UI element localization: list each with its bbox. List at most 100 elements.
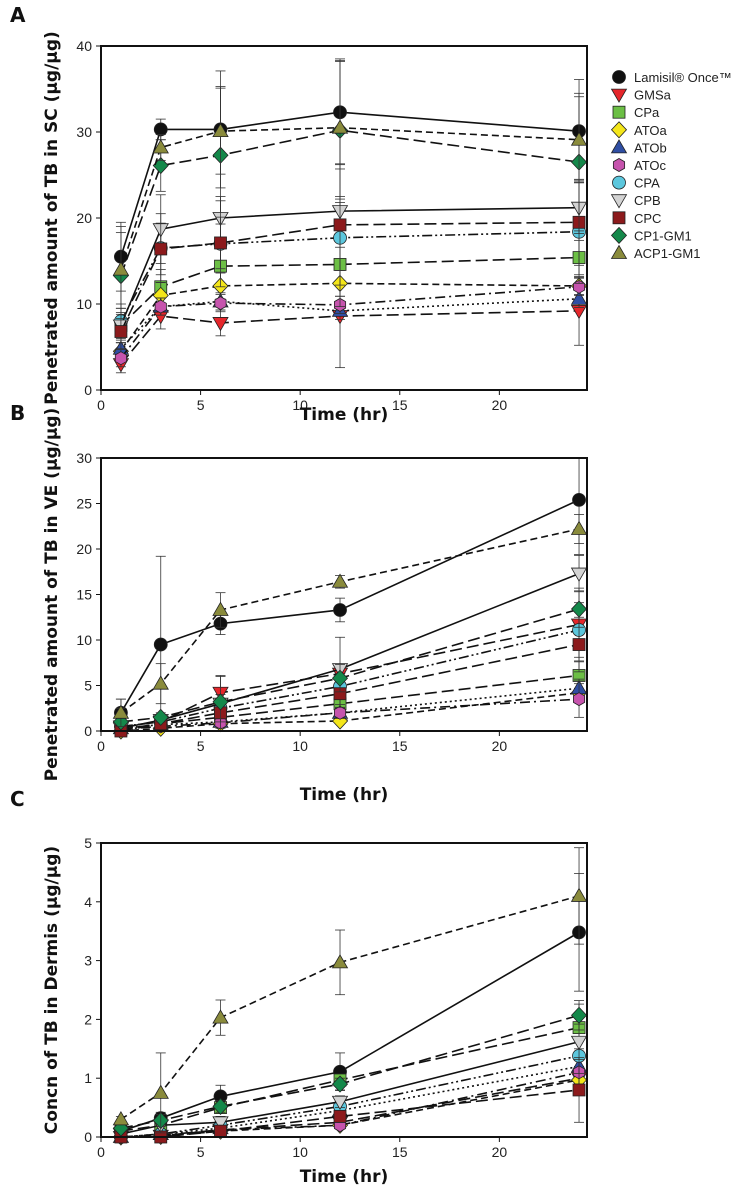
diamond-marker-icon — [610, 121, 628, 139]
legend-item: CPB — [610, 193, 661, 209]
data-point — [214, 236, 227, 250]
series-gmsa — [112, 264, 588, 374]
legend-label: ATOa — [634, 123, 668, 138]
legend-label: ATOb — [634, 140, 667, 155]
series-lamisil-once- — [114, 60, 586, 292]
data-point — [114, 351, 127, 366]
data-point — [212, 317, 229, 332]
y-tick-label: 10 — [76, 296, 92, 312]
legend-label: GMSa — [634, 88, 672, 103]
legend-item: CP1-GM1 — [610, 226, 692, 244]
y-tick-label: 0 — [84, 382, 92, 398]
data-point — [154, 242, 168, 256]
data-point — [214, 1124, 227, 1138]
data-point — [152, 139, 169, 154]
y-axis-label: Penetrated amount of TB in VE (µg/µg) — [42, 408, 62, 782]
series-atoc — [114, 277, 586, 368]
data-point — [570, 1006, 588, 1024]
x-axis-label: Time (hr) — [300, 405, 389, 425]
series-atoc — [114, 680, 586, 737]
series-line — [120, 282, 580, 352]
data-point — [212, 1116, 229, 1131]
series-line — [120, 111, 580, 257]
legend-item: ATOb — [610, 139, 667, 155]
x-tick-label: 15 — [392, 738, 408, 754]
series-line — [120, 126, 580, 270]
x-tick-label: 5 — [197, 1144, 205, 1160]
series-line — [120, 895, 580, 1121]
data-point — [112, 704, 130, 719]
y-tick-label: 10 — [76, 632, 92, 648]
data-point — [153, 122, 168, 137]
legend-label: ACP1-GM1 — [634, 246, 700, 261]
plot-frame — [100, 45, 588, 391]
x-tick-label: 5 — [197, 738, 205, 754]
legend-label: ATOc — [634, 158, 667, 173]
data-point — [112, 1111, 130, 1126]
series-line — [120, 608, 580, 723]
panel-b: B 0 5 10 15 20 0 5 10 15 20 25 30 Time (hr) Penetrated… — [10, 401, 588, 805]
data-point — [331, 954, 349, 969]
series-acp1-gm1 — [112, 58, 588, 314]
hexagon-marker-icon — [612, 158, 626, 172]
series-line — [120, 623, 580, 728]
x-tick-label: 20 — [492, 397, 508, 413]
data-point — [152, 675, 169, 690]
triangle-up-marker-icon — [610, 244, 628, 259]
data-point — [331, 1075, 349, 1093]
data-point — [570, 520, 588, 535]
data-point — [331, 119, 349, 134]
legend-label: CPA — [634, 176, 660, 191]
x-axis-label: Time (hr) — [300, 785, 389, 805]
series-line — [120, 1014, 580, 1129]
y-tick-label: 5 — [84, 678, 92, 694]
data-point — [333, 1110, 347, 1123]
series-acp1-gm1 — [112, 847, 588, 1134]
data-point — [331, 1095, 349, 1111]
series-line — [120, 129, 580, 276]
y-tick-label: 1 — [84, 1070, 92, 1086]
plot-frame — [100, 457, 588, 732]
data-point — [153, 637, 168, 652]
x-tick-label: 20 — [492, 1144, 508, 1160]
data-point — [154, 299, 167, 314]
panel-letter: B — [10, 401, 25, 425]
legend-item: ATOc — [612, 158, 667, 173]
y-tick-label: 4 — [84, 894, 92, 910]
legend-label: CPa — [634, 105, 660, 120]
diamond-marker-icon — [610, 226, 628, 244]
legend-item: ATOa — [610, 121, 668, 139]
legend-label: CP1-GM1 — [634, 228, 692, 243]
series-cpa — [114, 1037, 586, 1144]
y-tick-label: 40 — [76, 38, 92, 54]
legend: Lamisil® Once™ GMSa CPa ATOa ATOb ATOc CPA CPB C… — [610, 70, 732, 261]
series-atob — [112, 1048, 588, 1143]
panel-a: A 0 5 10 15 20 0 10 20 30 40 Time (hr) Penetrated am… — [10, 3, 588, 425]
series-cp1-gm1 — [112, 590, 588, 732]
legend-label: CPB — [634, 193, 661, 208]
x-tick-label: 10 — [292, 397, 308, 413]
triangle-down-marker-icon — [610, 194, 628, 209]
y-axis-label: Concn of TB in Dermis (µg/µg) — [42, 846, 62, 1134]
x-tick-label: 10 — [292, 738, 308, 754]
x-tick-label: 20 — [492, 738, 508, 754]
series-atob — [112, 289, 588, 358]
series-line — [120, 499, 580, 714]
series-lamisil-once- — [114, 458, 586, 732]
data-point — [212, 122, 229, 138]
series-line — [120, 298, 580, 350]
y-tick-label: 30 — [76, 124, 92, 140]
y-tick-label: 20 — [76, 541, 92, 557]
data-point — [570, 887, 588, 902]
panel-c: C 0 5 10 15 20 0 1 2 3 4 5 Time (hr) Concn of TB in D… — [10, 787, 588, 1187]
series-cp1-gm1 — [112, 61, 588, 320]
plot-frame — [100, 842, 588, 1138]
series-cpc — [114, 164, 586, 350]
series-line — [120, 931, 580, 1132]
data-point — [212, 1097, 229, 1116]
data-point — [333, 705, 347, 720]
legend-label: CPC — [634, 211, 661, 226]
data-point — [570, 131, 588, 146]
legend-item: CPa — [612, 105, 660, 120]
y-axis-label: Penetrated amount of TB in SC (µg/µg) — [42, 31, 62, 405]
